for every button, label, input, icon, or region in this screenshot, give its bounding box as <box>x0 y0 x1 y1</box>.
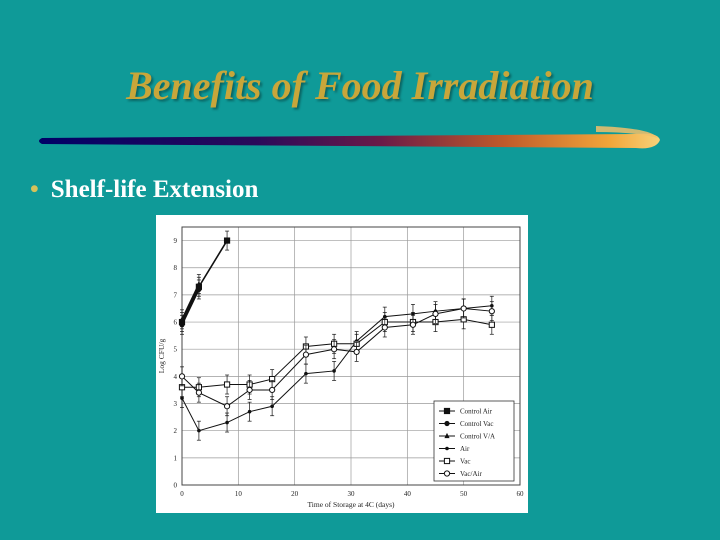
x-tick-label: 50 <box>460 490 468 498</box>
y-tick-label: 4 <box>174 373 178 381</box>
legend-label: Control V/A <box>460 433 495 441</box>
data-point <box>195 389 203 396</box>
data-point <box>246 386 253 394</box>
data-point <box>332 369 336 373</box>
data-point <box>223 403 231 410</box>
legend-label: Control Vac <box>460 420 494 428</box>
bullet-dot-icon: • <box>30 176 39 203</box>
legend-marker <box>444 420 450 427</box>
series-line-1 <box>181 289 200 326</box>
data-point <box>197 428 201 433</box>
data-point <box>179 316 185 322</box>
bullet-item: • Shelf-life Extension <box>30 176 258 204</box>
data-point <box>488 321 495 328</box>
y-tick-label: 5 <box>174 346 178 354</box>
data-point <box>304 371 308 376</box>
x-tick-label: 0 <box>180 490 184 498</box>
data-point <box>223 237 231 244</box>
data-point <box>247 409 252 414</box>
data-point <box>353 348 360 356</box>
y-tick-label: 8 <box>174 264 178 272</box>
legend-box <box>433 400 515 482</box>
slide-title: Benefits of Food Irradiation <box>126 63 594 108</box>
legend-label: Vac/Air <box>460 470 482 478</box>
x-tick-label: 40 <box>404 490 412 498</box>
data-point <box>488 308 495 315</box>
data-point <box>331 346 338 353</box>
data-point <box>270 404 274 409</box>
x-tick-label: 30 <box>348 490 356 498</box>
y-tick-label: 1 <box>174 454 178 462</box>
data-point <box>269 386 276 394</box>
legend-label: Vac <box>460 458 471 466</box>
y-axis-label: Log CFU/g <box>157 339 166 374</box>
legend-label: Air <box>460 445 470 453</box>
data-point <box>432 310 439 318</box>
data-point <box>409 321 417 328</box>
series-line-5 <box>181 307 492 407</box>
x-axis-label: Time of Storage at 4C (days) <box>307 500 395 509</box>
data-point <box>196 280 202 287</box>
y-tick-label: 7 <box>174 291 178 299</box>
data-point <box>223 381 231 388</box>
data-point <box>178 373 186 380</box>
y-tick-label: 9 <box>174 237 178 245</box>
legend-marker <box>443 457 451 465</box>
data-point <box>302 351 310 358</box>
y-tick-label: 0 <box>174 482 178 490</box>
shelf-life-chart: 0 10 20 30 40 50 60 0 1 2 3 4 5 6 7 8 9 Time of Storage a… <box>157 226 525 509</box>
series-line-2 <box>181 283 200 320</box>
legend-marker <box>445 446 449 451</box>
x-tick-label: 20 <box>291 490 299 498</box>
legend-marker <box>443 470 451 477</box>
data-point <box>381 324 388 331</box>
x-tick-label: 10 <box>235 490 243 498</box>
y-tick-label: 3 <box>174 400 178 408</box>
legend-label: Control Air <box>460 408 493 416</box>
title-underline-bar <box>39 126 660 149</box>
x-tick-label: 60 <box>517 490 525 498</box>
legend-marker <box>444 432 450 439</box>
y-tick-label: 6 <box>174 319 178 327</box>
chart-panel: 0 10 20 30 40 50 60 0 1 2 3 4 5 6 7 8 9 Time of Storage a… <box>156 215 528 513</box>
data-point <box>460 305 467 312</box>
y-tick-label: 2 <box>174 427 178 435</box>
data-point <box>225 420 229 425</box>
series-line-4 <box>182 318 492 388</box>
data-point <box>180 396 184 400</box>
plot-frame <box>181 226 521 486</box>
bullet-text: Shelf-life Extension <box>50 176 259 203</box>
legend-marker <box>443 407 451 415</box>
